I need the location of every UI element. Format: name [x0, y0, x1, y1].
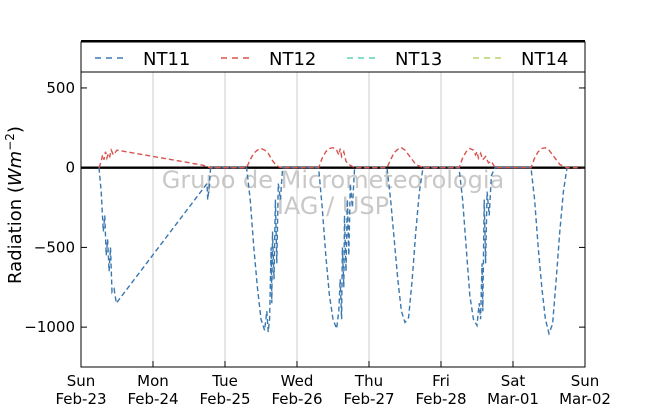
watermark: Grupo de Micrometeorologia IAG / USP [162, 166, 504, 220]
legend: NT11 NT12 NT13 NT14 [80, 40, 586, 73]
legend-label-nt13: NT13 [395, 49, 442, 70]
x-tick-date: Mar-02 [559, 390, 611, 408]
x-tick-date: Mar-01 [487, 390, 539, 408]
series-line-nt11 [98, 167, 568, 336]
x-tick-date: Feb-28 [415, 390, 466, 408]
x-tick-date: Feb-24 [127, 390, 178, 408]
x-tick-day: Mon [137, 372, 169, 390]
watermark-line-1: Grupo de Micrometeorologia [162, 166, 504, 194]
x-tick-day: Tue [211, 372, 238, 390]
vertical-gridlines [152, 72, 514, 367]
y-tick-label: −1000 [24, 318, 75, 336]
x-axis-ticks: SunFeb-23MonFeb-24TueFeb-25WedFeb-26ThuF… [55, 361, 611, 408]
legend-label-nt11: NT11 [143, 49, 190, 70]
x-tick-date: Feb-26 [271, 390, 322, 408]
y-axis-ticks: 500 0 −500 −1000 [24, 79, 585, 336]
x-tick-day: Fri [432, 372, 450, 390]
y-tick-label: 500 [46, 79, 75, 97]
y-tick-label: −500 [34, 238, 75, 256]
x-tick-day: Sat [501, 372, 526, 390]
y-axis-label: Radiation (Wm−2) [3, 126, 26, 284]
x-tick-day: Sun [67, 372, 96, 390]
legend-label-nt12: NT12 [269, 49, 316, 70]
series-group [98, 146, 585, 336]
x-tick-day: Thu [354, 372, 383, 390]
x-tick-day: Wed [281, 372, 314, 390]
x-tick-date: Feb-23 [55, 390, 106, 408]
x-tick-date: Feb-25 [199, 390, 250, 408]
legend-box [80, 41, 586, 73]
watermark-line-2: IAG / USP [277, 192, 389, 220]
legend-label-nt14: NT14 [521, 49, 568, 70]
x-tick-day: Sun [571, 372, 600, 390]
series-line-nt12 [98, 146, 585, 169]
x-tick-date: Feb-27 [343, 390, 394, 408]
y-tick-label: 0 [65, 159, 75, 177]
